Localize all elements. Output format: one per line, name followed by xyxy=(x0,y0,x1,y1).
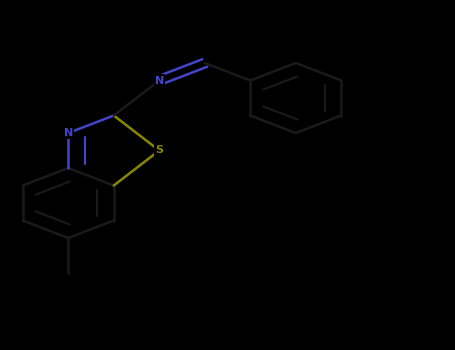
Text: N: N xyxy=(64,128,73,138)
Text: N: N xyxy=(155,76,164,85)
Text: S: S xyxy=(155,146,163,155)
